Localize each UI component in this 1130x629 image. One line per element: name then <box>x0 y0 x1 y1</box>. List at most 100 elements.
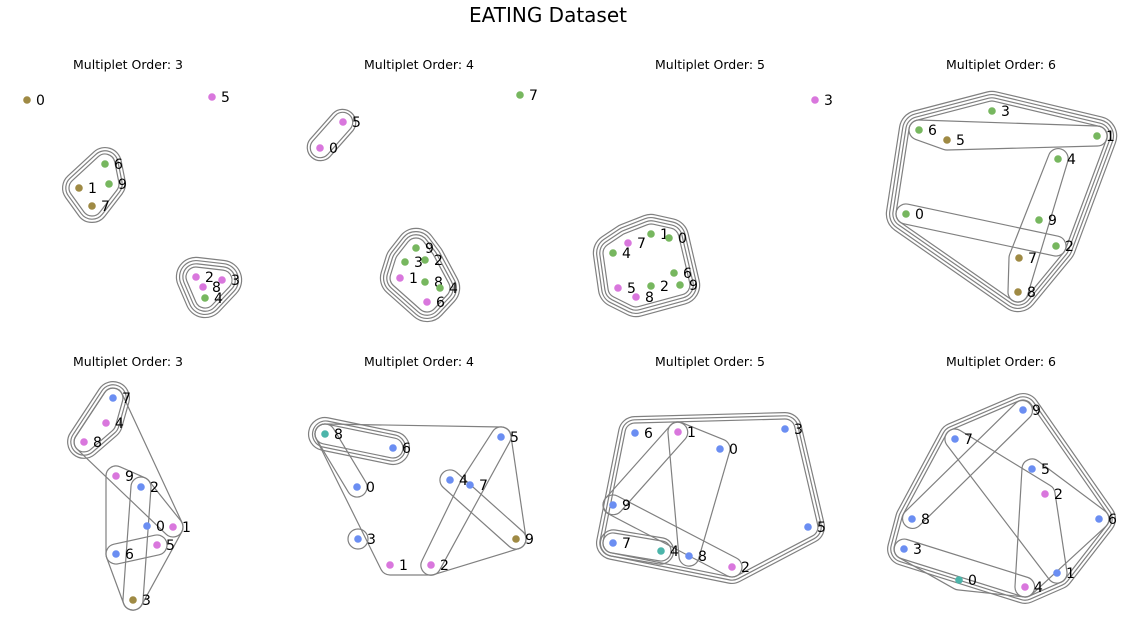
hyperedge-4 <box>122 476 184 611</box>
node-label: 4 <box>459 473 468 489</box>
node-6 <box>423 298 431 306</box>
hyperedge-5 <box>105 534 168 565</box>
hyperedge-1 <box>890 396 1113 601</box>
node-8 <box>632 293 640 301</box>
node-label: 3 <box>414 255 423 271</box>
node-6 <box>112 550 120 558</box>
node-label: 2 <box>434 253 443 269</box>
nodes: 9 7 52 6 8 3 0 1 4 <box>900 403 1117 596</box>
hyperedge-4 <box>599 529 675 565</box>
node-label: 8 <box>921 512 930 528</box>
node-3 <box>781 425 789 433</box>
node-8 <box>321 430 329 438</box>
nodes: 7 48 92 0 1 6 5 3 <box>80 391 191 609</box>
node-label: 0 <box>156 519 165 535</box>
hyperedge-3 <box>314 423 368 498</box>
hyperedge-2 <box>908 119 1108 151</box>
node-label: 5 <box>956 133 965 149</box>
node-6 <box>915 126 923 134</box>
node-label: 1 <box>182 520 191 536</box>
node-label: 7 <box>1028 251 1037 267</box>
node-2 <box>137 483 145 491</box>
node-label: 8 <box>212 280 221 296</box>
node-3 <box>129 596 137 604</box>
node-label: 3 <box>367 532 376 548</box>
node-label: 6 <box>928 123 937 139</box>
node-8 <box>908 515 916 523</box>
hyperedges <box>306 108 461 323</box>
node-1 <box>386 561 394 569</box>
panel-title: Multiplet Order: 3 <box>73 354 183 369</box>
node-label: 8 <box>93 435 102 451</box>
node-5 <box>208 93 216 101</box>
hyperedge-1 <box>62 146 127 223</box>
node-6 <box>1095 515 1103 523</box>
panel-title: Multiplet Order: 3 <box>73 57 183 72</box>
hyperedge-2 <box>178 260 240 316</box>
node-label: 1 <box>660 227 669 243</box>
node-label: 5 <box>221 90 230 106</box>
node-5 <box>1028 465 1036 473</box>
node-label: 9 <box>118 177 127 193</box>
node-9 <box>112 472 120 480</box>
node-7 <box>516 91 524 99</box>
node-label: 3 <box>231 273 240 289</box>
node-9 <box>1035 216 1043 224</box>
hyperedge-1 <box>595 411 826 584</box>
hyperedge-1 <box>306 108 357 162</box>
hyperedges <box>307 416 527 576</box>
node-2 <box>728 563 736 571</box>
node-4 <box>102 419 110 427</box>
node-label: 2 <box>150 480 159 496</box>
node-label: 5 <box>352 115 361 131</box>
node-label: 6 <box>125 547 134 563</box>
panel-4: Multiplet Order: 6 3 6 1 5 4 0 92 7 8 <box>885 57 1118 313</box>
node-label: 1 <box>409 271 418 287</box>
node-1 <box>647 230 655 238</box>
node-4 <box>609 249 617 257</box>
node-5 <box>614 284 622 292</box>
node-label: 0 <box>678 231 687 247</box>
node-label: 8 <box>698 549 707 565</box>
node-0 <box>316 144 324 152</box>
hyperedge-2 <box>182 263 236 312</box>
node-1 <box>1093 132 1101 140</box>
node-2 <box>192 273 200 281</box>
hyperedges <box>887 392 1116 604</box>
hyperedges <box>592 213 701 318</box>
hyperedge-2 <box>383 231 458 320</box>
node-3 <box>354 535 362 543</box>
hyperedge-1 <box>592 213 701 318</box>
node-label: 1 <box>399 558 408 574</box>
node-label: 7 <box>479 478 488 494</box>
hyperedge-4 <box>901 399 1034 530</box>
hyperedge-1 <box>893 399 1110 598</box>
node-8 <box>1014 288 1022 296</box>
node-2 <box>1041 490 1049 498</box>
node-label: 9 <box>1048 213 1057 229</box>
hyperedge-5 <box>602 494 743 578</box>
node-6 <box>101 160 109 168</box>
node-7 <box>466 481 474 489</box>
node-label: 7 <box>637 236 646 252</box>
node-label: 0 <box>329 141 338 157</box>
node-label: 7 <box>622 536 631 552</box>
node-2 <box>1052 242 1060 250</box>
nodes: 3 1 0 74 62 9 58 <box>609 93 833 306</box>
node-label: 7 <box>964 432 973 448</box>
hyperedge-2 <box>944 428 1068 584</box>
node-3 <box>401 258 409 266</box>
node-label: 3 <box>142 593 151 609</box>
node-label: 2 <box>1054 487 1063 503</box>
panel-8: Multiplet Order: 6 9 7 52 6 8 3 0 1 4 <box>887 354 1117 604</box>
node-label: 9 <box>425 241 434 257</box>
node-label: 1 <box>687 425 696 441</box>
node-label: 4 <box>1067 152 1076 168</box>
hyperedges <box>62 146 243 319</box>
hyperedge-5 <box>420 426 512 576</box>
hyperedge-2 <box>379 227 461 323</box>
hyperedge-1 <box>307 416 411 466</box>
figure-title: EATING Dataset <box>469 3 627 27</box>
panel-6: Multiplet Order: 4 8 5 6 4 7 0 9 3 1 2 <box>307 354 534 576</box>
